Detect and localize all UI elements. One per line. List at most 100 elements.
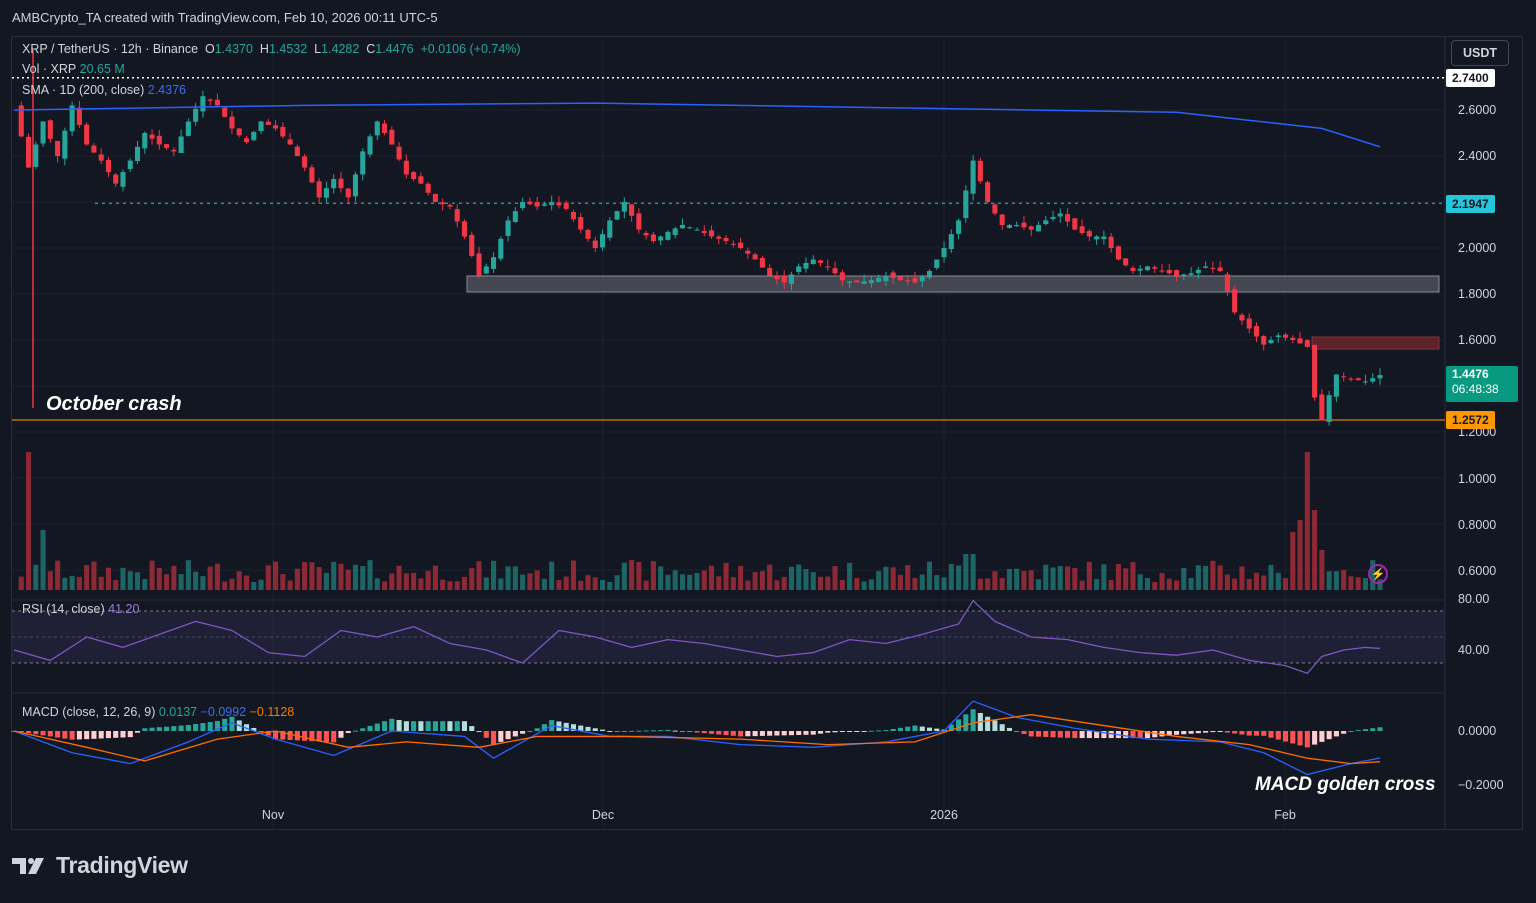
candle-body bbox=[403, 160, 409, 175]
candle-body bbox=[1217, 267, 1223, 271]
macd-histogram-bar bbox=[592, 728, 598, 731]
candle-body bbox=[1028, 226, 1034, 230]
rsi-line bbox=[13, 599, 1381, 675]
macd-histogram-bar bbox=[520, 731, 526, 734]
volume-bar bbox=[47, 571, 53, 590]
volume-bar bbox=[1050, 567, 1056, 590]
volume-bar bbox=[1275, 572, 1281, 590]
bar-countdown: 06:48:38 bbox=[1452, 382, 1499, 396]
volume-bar bbox=[520, 574, 526, 590]
volume-bar bbox=[890, 567, 896, 590]
macd-histogram-bar bbox=[47, 731, 53, 737]
macd-histogram-bar bbox=[1246, 731, 1252, 736]
candle-body bbox=[1130, 267, 1136, 271]
candle-body bbox=[411, 172, 417, 179]
macd-histogram-bar bbox=[265, 731, 271, 736]
candle-body bbox=[207, 99, 213, 101]
volume-bar bbox=[1079, 580, 1085, 590]
tradingview-logo[interactable]: TradingView bbox=[12, 852, 188, 879]
volume-bar bbox=[752, 572, 758, 590]
volume-bar bbox=[243, 575, 250, 590]
volume-bar bbox=[294, 568, 300, 590]
macd-legend[interactable]: MACD (close, 12, 26, 9) 0.0137 −0.0992 −… bbox=[22, 705, 294, 719]
currency-button[interactable]: USDT bbox=[1451, 40, 1509, 66]
candle-body bbox=[636, 213, 642, 230]
candle-body bbox=[679, 225, 686, 229]
candle-body bbox=[556, 202, 562, 206]
macd-y-tick: 0.0000 bbox=[1458, 724, 1497, 738]
lightning-icon[interactable]: ⚡ bbox=[1368, 564, 1388, 584]
macd-histogram-bar bbox=[832, 731, 838, 733]
macd-histogram-bar bbox=[599, 729, 606, 731]
macd-histogram-bar bbox=[774, 731, 780, 736]
volume-bar bbox=[1043, 564, 1049, 590]
volume-bar bbox=[977, 578, 983, 590]
macd-histogram-bar bbox=[76, 731, 82, 740]
macd-histogram-bar bbox=[469, 726, 475, 731]
x-tick: Nov bbox=[261, 808, 285, 822]
candle-body bbox=[549, 202, 555, 206]
macd-histogram-bar bbox=[534, 728, 540, 731]
candle-body bbox=[905, 280, 911, 282]
candle-body bbox=[1094, 236, 1100, 240]
volume-bar bbox=[723, 562, 729, 590]
macd-histogram-bar bbox=[302, 731, 308, 741]
macd-histogram-bar bbox=[643, 730, 649, 732]
macd-histogram-bar bbox=[963, 714, 969, 731]
rsi-value: 41.20 bbox=[108, 602, 140, 616]
macd-histogram-bar bbox=[1312, 731, 1318, 745]
macd-histogram-bar bbox=[382, 721, 388, 731]
candle-body bbox=[1050, 216, 1056, 219]
volume-bar bbox=[251, 581, 257, 590]
candle-body bbox=[1101, 236, 1107, 240]
candle-body bbox=[1181, 274, 1187, 277]
macd-histogram-bar bbox=[1072, 731, 1078, 739]
macd-histogram-bar bbox=[360, 728, 366, 731]
macd-histogram-bar bbox=[1232, 731, 1238, 734]
macd-histogram-bar bbox=[861, 731, 867, 732]
y-tick: 2.0000 bbox=[1458, 241, 1497, 255]
macd-histogram-bar bbox=[171, 726, 177, 731]
macd-histogram-bar bbox=[127, 731, 133, 738]
candle-body bbox=[520, 202, 526, 209]
volume-bar bbox=[1006, 569, 1012, 590]
candle-body bbox=[541, 204, 547, 206]
sma-legend[interactable]: SMA · 1D (200, close) 2.4376 bbox=[22, 83, 186, 97]
candle-body bbox=[309, 167, 315, 183]
candle-body bbox=[200, 96, 206, 112]
volume-bar bbox=[1348, 576, 1354, 590]
volume-bar bbox=[759, 571, 765, 590]
candle-body bbox=[1043, 220, 1049, 225]
candle-body bbox=[767, 267, 773, 276]
candle-body bbox=[716, 236, 722, 239]
rsi-legend[interactable]: RSI (14, close) 41.20 bbox=[22, 602, 139, 616]
candle-body bbox=[825, 266, 831, 268]
macd-histogram-bar bbox=[1144, 731, 1151, 739]
volume-bar bbox=[1086, 561, 1092, 590]
candle-body bbox=[374, 121, 380, 136]
macd-histogram-bar bbox=[476, 731, 482, 732]
volume-legend[interactable]: Vol · XRP 20.65 M bbox=[22, 62, 125, 76]
volume-bar bbox=[614, 575, 620, 590]
volume-bar bbox=[454, 581, 460, 590]
volume-bar bbox=[113, 580, 119, 590]
macd-histogram-bar bbox=[1224, 731, 1230, 733]
macd-histogram-bar bbox=[701, 731, 707, 734]
volume-bar bbox=[265, 565, 271, 590]
macd-histogram-bar bbox=[18, 731, 24, 733]
resistance-tag: 2.1947 bbox=[1446, 195, 1495, 213]
volume-bar bbox=[556, 580, 562, 590]
candle-body bbox=[243, 138, 250, 143]
low-value: 1.4282 bbox=[321, 42, 360, 56]
macd-histogram-bar bbox=[447, 721, 453, 731]
candle-body bbox=[1108, 236, 1114, 248]
volume-bar bbox=[578, 580, 584, 590]
candle-body bbox=[1268, 340, 1274, 344]
volume-bar bbox=[287, 580, 293, 590]
volume-bar bbox=[1101, 564, 1107, 590]
symbol-label[interactable]: XRP / TetherUS · 12h · Binance bbox=[22, 42, 199, 56]
candle-body bbox=[861, 281, 867, 284]
volume-bar bbox=[1239, 566, 1245, 590]
volume-bar bbox=[62, 577, 68, 590]
